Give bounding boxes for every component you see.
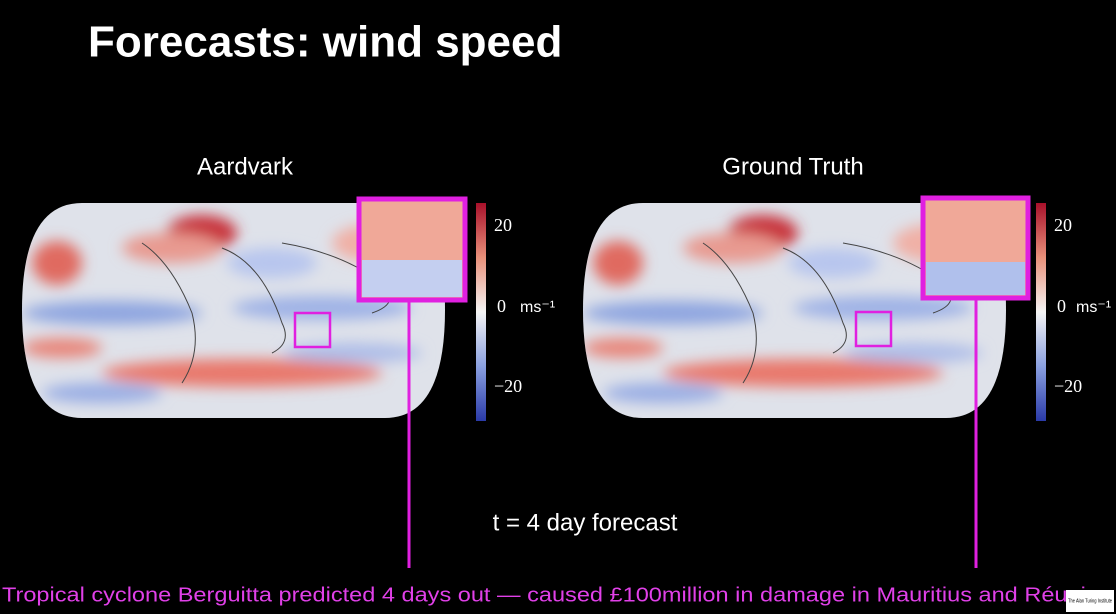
colorbar-label: 20	[1054, 215, 1072, 235]
colorbar-unit: ms⁻¹	[520, 299, 555, 316]
caption: Tropical cyclone Berguitta predicted 4 d…	[2, 584, 1112, 606]
slide-title: Forecasts: wind speed	[88, 18, 562, 67]
zoom-box	[293, 311, 332, 349]
forecast-label: t = 4 day forecast	[493, 509, 678, 536]
colorbar-label: −20	[1054, 376, 1082, 396]
colorbar-label: 0	[1057, 296, 1066, 316]
zoom-box	[854, 310, 893, 348]
colorbar	[476, 203, 486, 421]
logo: The Alan Turing Institute	[1068, 598, 1112, 604]
panel-title: Ground Truth	[722, 153, 863, 180]
panel-title: Aardvark	[197, 153, 294, 180]
colorbar	[1036, 203, 1046, 421]
colorbar-label: 20	[494, 215, 512, 235]
zoom-inset-fill	[926, 262, 1025, 295]
colorbar-label: −20	[494, 376, 522, 396]
zoom-inset-fill	[362, 260, 462, 297]
colorbar-unit: ms⁻¹	[1076, 299, 1111, 316]
logo-box	[1066, 590, 1114, 612]
colorbar-label: 0	[497, 296, 506, 316]
